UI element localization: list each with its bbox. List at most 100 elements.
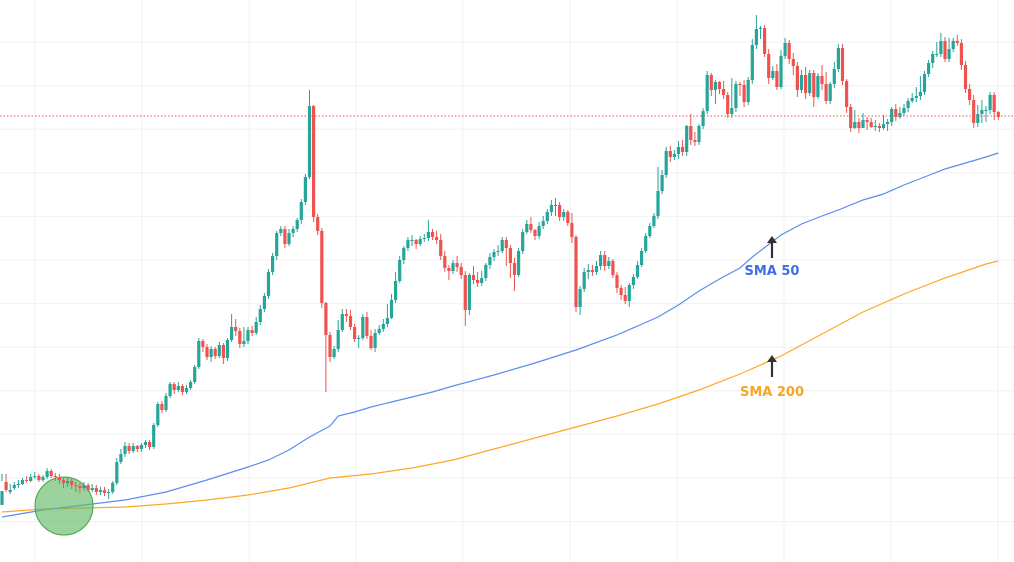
candle [398, 256, 402, 283]
candle-body [90, 488, 94, 490]
candle-body [652, 216, 656, 226]
candle-body [873, 126, 877, 127]
candle [902, 104, 906, 116]
candle [414, 239, 418, 249]
candle-body [496, 251, 500, 252]
candle [894, 104, 898, 121]
candle-body [221, 345, 225, 358]
candle-body [758, 28, 763, 29]
candle [828, 82, 832, 104]
candle-body [545, 212, 549, 221]
candle-body [86, 485, 90, 490]
candle-body [262, 296, 266, 309]
candle-body [74, 485, 78, 486]
candle-body [225, 340, 230, 358]
candle [324, 302, 328, 392]
candle [430, 229, 435, 240]
candle [525, 220, 529, 234]
candle [586, 264, 590, 279]
candle [816, 73, 820, 99]
candle [627, 283, 631, 307]
candle-body [295, 220, 299, 229]
candle-body [697, 126, 701, 142]
candle-body [590, 270, 594, 272]
candle-body [767, 54, 771, 78]
candle-body [574, 237, 578, 307]
candle [184, 385, 189, 394]
candle-body [828, 84, 832, 101]
candle [115, 458, 119, 485]
candle-body [160, 404, 164, 410]
candle-body [500, 240, 504, 251]
candle-body [381, 324, 385, 329]
candle-body [586, 270, 590, 272]
candle-body [115, 462, 119, 483]
candle [262, 293, 266, 312]
candle [447, 265, 451, 280]
candle [295, 218, 299, 232]
candle-body [644, 236, 648, 251]
candle [168, 382, 172, 398]
candle [972, 95, 976, 128]
candle-body [156, 404, 160, 425]
candle [734, 81, 738, 112]
candle [410, 235, 414, 246]
candle [307, 90, 312, 179]
candle-body [492, 252, 496, 257]
candle [209, 346, 213, 362]
candle-body [541, 221, 545, 226]
candle-body [476, 280, 480, 283]
annotation-arrow-head [767, 236, 777, 243]
candle [869, 118, 873, 128]
candle [779, 50, 783, 89]
candle-body [660, 175, 664, 191]
candle-body [176, 386, 180, 390]
candle-body [25, 480, 29, 481]
candle-body [455, 263, 459, 267]
candle-body [402, 248, 406, 260]
candle-body [41, 477, 45, 480]
candle [82, 482, 86, 491]
candle [287, 229, 291, 246]
candle [927, 60, 931, 77]
candle-body [566, 212, 570, 223]
candle-body [316, 217, 320, 231]
candle [726, 92, 730, 118]
candle [492, 249, 496, 261]
candle-body [234, 327, 238, 331]
candle [123, 442, 127, 457]
candle-body [320, 231, 324, 303]
candle [389, 294, 394, 319]
candle [139, 443, 143, 452]
candle [406, 237, 410, 251]
candle [668, 146, 672, 162]
candle-body [16, 484, 20, 485]
candle [968, 84, 972, 105]
candle-body [484, 265, 488, 278]
candle [25, 476, 29, 483]
candle-body [291, 229, 295, 233]
candle-body [414, 240, 418, 244]
candle [767, 49, 771, 84]
candle-body [664, 151, 668, 175]
candle [648, 223, 652, 238]
candle [558, 202, 562, 221]
candle [422, 234, 426, 242]
candle-body [533, 230, 537, 236]
candle-body [389, 300, 394, 318]
candle-body [894, 109, 898, 117]
candle-body [775, 71, 779, 87]
candle-body [102, 490, 107, 493]
candle [312, 105, 316, 222]
candle-body [53, 476, 57, 477]
candle [70, 478, 74, 489]
candle [94, 485, 98, 495]
candle-body [57, 477, 61, 480]
candle [652, 213, 656, 228]
candle-body [959, 43, 963, 65]
candle [644, 233, 648, 253]
candle-body [857, 122, 861, 128]
candle-body [886, 122, 890, 124]
sma50-line [1, 152, 999, 518]
candle-body [853, 122, 857, 128]
